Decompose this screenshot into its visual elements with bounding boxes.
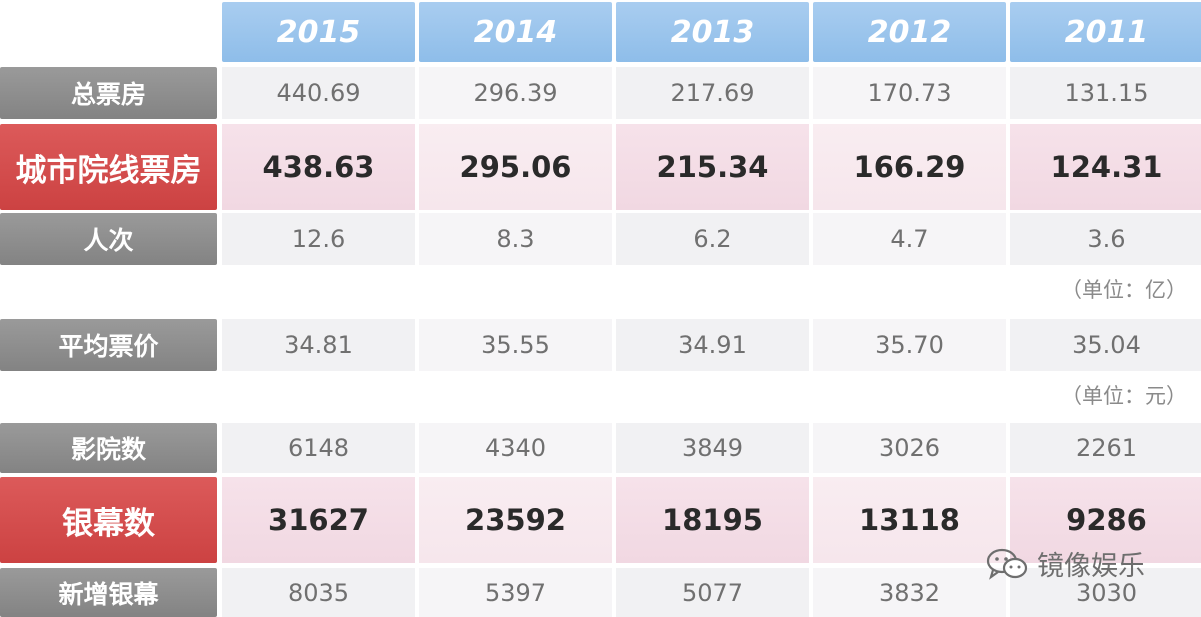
watermark: 镜像娱乐	[985, 544, 1145, 583]
table-cell: 4.7	[813, 213, 1006, 265]
row-label: 城市院线票房	[0, 124, 217, 210]
table-cell: 34.91	[616, 319, 809, 371]
table-cell: 8035	[222, 568, 415, 617]
table-cell: 6148	[222, 423, 415, 473]
table-cell: 35.55	[419, 319, 612, 371]
row-label: 新增银幕	[0, 568, 217, 617]
table-cell: 3026	[813, 423, 1006, 473]
table-cell: 35.70	[813, 319, 1006, 371]
table-cell: 170.73	[813, 67, 1006, 119]
table-cell: 124.31	[1010, 124, 1201, 210]
table-cell: 438.63	[222, 124, 415, 210]
table-cell: 3030	[1010, 568, 1201, 617]
table-cell: 131.15	[1010, 67, 1201, 119]
table-cell: 296.39	[419, 67, 612, 119]
row-label: 总票房	[0, 67, 217, 119]
table-cell: 3849	[616, 423, 809, 473]
table-cell: 9286	[1010, 477, 1201, 563]
table-cell: 18195	[616, 477, 809, 563]
table-cell: 2261	[1010, 423, 1201, 473]
watermark-text: 镜像娱乐	[1037, 551, 1145, 582]
row-label: 平均票价	[0, 319, 217, 371]
table-cell: 35.04	[1010, 319, 1201, 371]
table-cell: 4340	[419, 423, 612, 473]
table-cell: 6.2	[616, 213, 809, 265]
table-cell: 23592	[419, 477, 612, 563]
table-cell: 215.34	[616, 124, 809, 210]
table-cell: 217.69	[616, 67, 809, 119]
table-cell: 440.69	[222, 67, 415, 119]
table-cell: 295.06	[419, 124, 612, 210]
row-label: 银幕数	[0, 477, 217, 563]
row-label: 影院数	[0, 423, 217, 473]
table-cell: 3832	[813, 568, 1006, 617]
year-header-2013: 2013	[616, 2, 809, 62]
table-cell: 5397	[419, 568, 612, 617]
wechat-icon	[986, 548, 1028, 580]
table-cell: 3.6	[1010, 213, 1201, 265]
table-cell: 34.81	[222, 319, 415, 371]
unit-note-yi: （单位：亿）	[1061, 278, 1187, 302]
table-cell: 166.29	[813, 124, 1006, 210]
unit-note-yuan: （单位：元）	[1061, 384, 1187, 408]
table-cell: 12.6	[222, 213, 415, 265]
table-cell: 31627	[222, 477, 415, 563]
table-cell: 13118	[813, 477, 1006, 563]
row-label: 人次	[0, 213, 217, 265]
table-cell: 5077	[616, 568, 809, 617]
year-header-2012: 2012	[813, 2, 1006, 62]
year-header-2015: 2015	[222, 2, 415, 62]
year-header-2011: 2011	[1010, 2, 1201, 62]
table-cell: 8.3	[419, 213, 612, 265]
year-header-2014: 2014	[419, 2, 612, 62]
